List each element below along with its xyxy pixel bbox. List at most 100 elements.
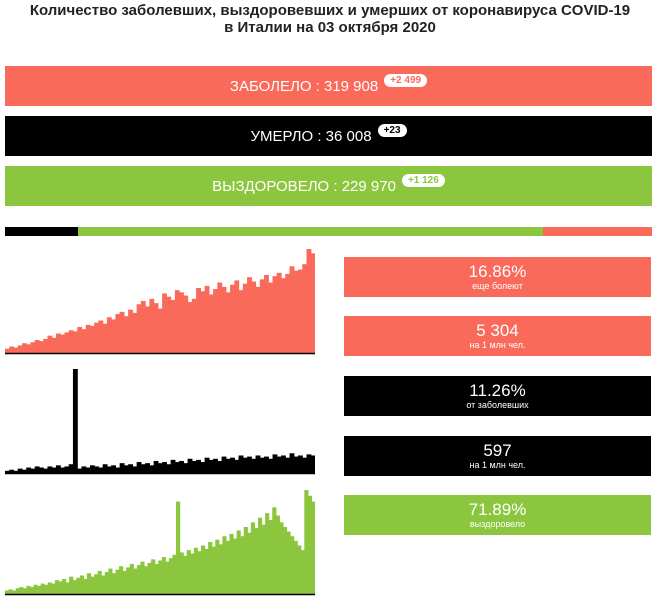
- recovered-daily-bar: [279, 522, 284, 594]
- cases-daily-bar: [38, 341, 44, 353]
- deaths-daily-bar: [166, 464, 172, 473]
- proportion-active-segment: [542, 227, 652, 236]
- recovered-daily-bar: [94, 574, 99, 594]
- cases-daily-bar: [98, 320, 104, 353]
- deaths-daily-bar: [281, 455, 286, 473]
- deaths-daily-bar: [170, 459, 176, 473]
- cases-daily-bar: [166, 296, 172, 353]
- deaths-daily-bar: [174, 462, 180, 473]
- recovered-daily-bar: [129, 563, 134, 594]
- deaths-daily-bar: [259, 457, 265, 473]
- cases-daily-bar: [230, 284, 235, 353]
- cases-daily-bar: [276, 272, 282, 353]
- recovered-daily-bar: [90, 576, 95, 594]
- cases-total-bar: ЗАБОЛЕЛО : 319 908 +2 499: [5, 66, 652, 106]
- cases-daily-bar: [289, 266, 295, 353]
- cases-daily-bar: [123, 316, 129, 353]
- deaths-daily-bar: [242, 457, 248, 473]
- cases-daily-bar: [30, 342, 36, 353]
- recovered-daily-bar: [250, 522, 256, 594]
- recovered-daily-bar: [37, 585, 42, 594]
- recovered-daily-bar: [268, 520, 273, 594]
- cases-per-million-value: 5 304: [476, 321, 519, 340]
- death-rate-box: 11.26% от заболевших: [344, 376, 651, 416]
- proportion-recovered-segment: [77, 227, 543, 236]
- recovered-daily-bar: [261, 524, 266, 594]
- recovered-daily-bar: [193, 547, 199, 594]
- recovered-daily-bar: [108, 568, 113, 594]
- cases-daily-bar: [55, 333, 61, 353]
- recovered-daily-bar: [293, 540, 298, 594]
- recovered-percent-box: 71.89% выздоровело: [344, 495, 651, 535]
- cases-daily-bar: [191, 298, 197, 353]
- recovered-daily-bar: [140, 561, 145, 594]
- recovered-daily-bar: [143, 566, 149, 594]
- cases-daily-bar: [13, 347, 19, 353]
- title-line-2: в Италии на 03 октября 2020: [224, 19, 436, 36]
- death-rate-value: 11.26%: [469, 381, 526, 400]
- cases-daily-bar: [242, 283, 248, 353]
- death-rate-caption: от заболевших: [466, 400, 529, 410]
- recovered-daily-bar: [86, 573, 92, 594]
- recovered-daily-bar: [136, 565, 141, 594]
- deaths-daily-bar: [115, 467, 121, 473]
- recovered-delta-badge: +1 126: [401, 173, 445, 187]
- deaths-daily-bar: [30, 468, 36, 473]
- deaths-daily-bar: [72, 369, 78, 473]
- recovered-daily-bar: [222, 536, 227, 594]
- recovered-daily-bar: [243, 526, 248, 594]
- recovered-daily-bar: [8, 589, 13, 594]
- recovered-daily-bar: [104, 572, 109, 594]
- recovered-daily-bar: [83, 578, 88, 594]
- cases-daily-bar: [157, 308, 163, 353]
- cases-daily-bar: [26, 344, 32, 353]
- recovered-daily-bar: [79, 575, 84, 594]
- active-percent-box: 16.86% еще болеют: [344, 257, 651, 297]
- cases-daily-bar: [34, 340, 40, 353]
- recovered-daily-bar: [286, 531, 291, 594]
- deaths-daily-chart: [5, 369, 315, 475]
- cases-daily-bar: [285, 273, 291, 353]
- cases-daily-bar: [272, 276, 278, 353]
- deaths-daily-bar: [9, 469, 15, 473]
- deaths-daily-bar: [289, 453, 295, 473]
- deaths-daily-bar: [106, 466, 112, 473]
- cases-daily-bar: [9, 346, 15, 353]
- deaths-total-label: УМЕРЛО : 36 008: [250, 127, 372, 145]
- recovered-daily-bar: [54, 580, 60, 594]
- deaths-daily-bar: [64, 466, 70, 473]
- recovered-daily-bar: [40, 583, 45, 594]
- cases-daily-bar: [72, 331, 78, 353]
- cases-daily-bar: [43, 338, 49, 353]
- recovered-daily-bar: [58, 581, 63, 594]
- cases-daily-bar: [238, 290, 244, 353]
- recovered-daily-bar: [62, 578, 67, 594]
- deaths-daily-bar: [81, 466, 87, 473]
- recovered-daily-bar: [307, 495, 313, 594]
- deaths-daily-bar: [162, 462, 167, 473]
- deaths-daily-bar: [98, 467, 104, 473]
- deaths-daily-bar: [272, 454, 278, 473]
- deaths-daily-bar: [145, 463, 150, 473]
- deaths-daily-bar: [208, 459, 214, 473]
- recovered-daily-bar: [154, 563, 159, 594]
- cases-daily-bar: [51, 337, 57, 353]
- cases-daily-bar: [183, 295, 189, 353]
- deaths-daily-bar: [191, 460, 197, 473]
- cases-daily-bar: [208, 294, 214, 353]
- recovered-daily-bar: [254, 528, 259, 594]
- recovered-daily-bar: [272, 507, 277, 594]
- recovered-daily-bar: [186, 550, 191, 594]
- deaths-daily-bar: [264, 456, 269, 473]
- cases-daily-bar: [106, 317, 112, 353]
- recovered-daily-bar: [126, 567, 131, 594]
- cases-daily-bar: [302, 264, 308, 353]
- deaths-daily-bar: [213, 458, 218, 473]
- recovered-daily-bar: [51, 583, 56, 594]
- deaths-daily-bar: [276, 456, 282, 473]
- recovered-daily-bar: [197, 551, 202, 594]
- cases-daily-bar: [149, 298, 155, 353]
- deaths-daily-bar: [89, 465, 95, 473]
- cases-daily-bar: [128, 309, 133, 353]
- cases-daily-bar: [102, 323, 108, 353]
